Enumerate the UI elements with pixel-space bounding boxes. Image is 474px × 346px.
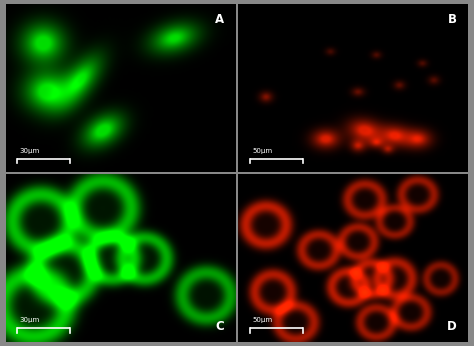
Text: D: D	[447, 320, 457, 334]
Text: A: A	[215, 12, 224, 26]
Text: C: C	[215, 320, 224, 334]
Text: 50μm: 50μm	[252, 147, 273, 154]
Text: B: B	[448, 12, 457, 26]
Text: 30μm: 30μm	[19, 147, 40, 154]
Text: 30μm: 30μm	[19, 317, 40, 324]
Text: 50μm: 50μm	[252, 317, 273, 324]
